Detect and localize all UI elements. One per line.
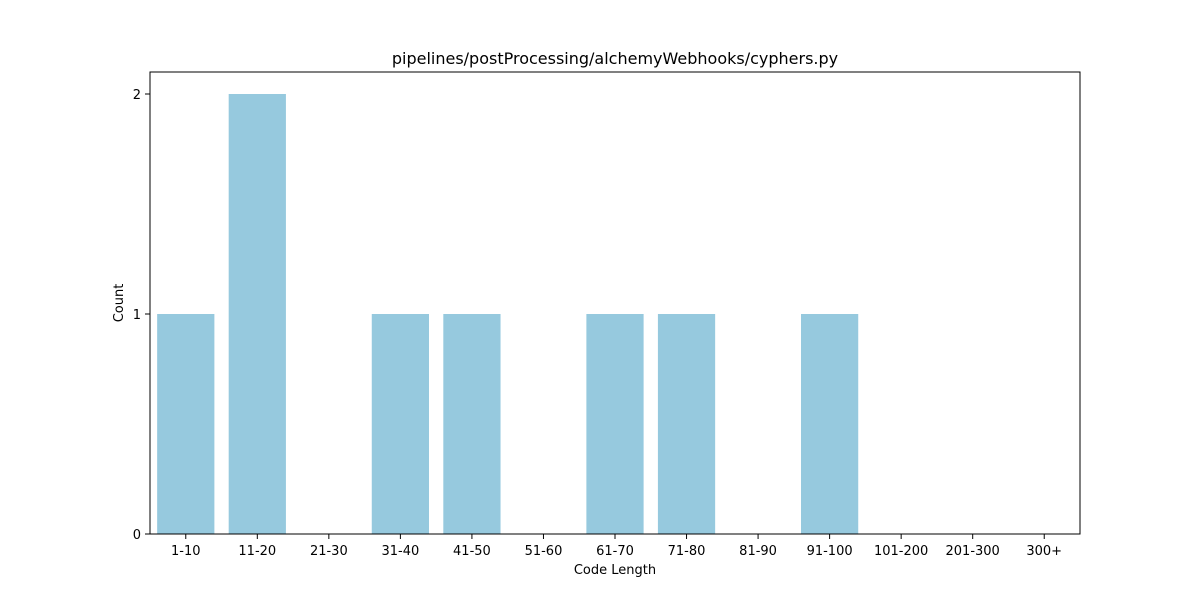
x-axis-ticks: 1-10 11-20 21-30 31-40 41-50 51-60 61-70 71-80 8… <box>171 534 1062 559</box>
x-tick-label: 91-100 <box>807 544 853 559</box>
bar-91-100 <box>801 314 859 534</box>
y-axis-label: Count <box>112 284 127 323</box>
x-tick-label: 81-90 <box>739 544 777 559</box>
x-tick-label: 101-200 <box>874 544 928 559</box>
y-tick-label: 1 <box>133 308 141 323</box>
x-tick-label: 1-10 <box>171 544 201 559</box>
x-tick-label: 21-30 <box>310 544 348 559</box>
x-tick-label: 51-60 <box>525 544 563 559</box>
x-axis-label: Code Length <box>574 563 656 578</box>
x-tick-label: 61-70 <box>596 544 634 559</box>
bar-61-70 <box>586 314 644 534</box>
y-axis-ticks: 0 1 2 <box>133 88 150 543</box>
x-tick-label: 201-300 <box>946 544 1000 559</box>
plot-frame <box>149 71 1081 535</box>
x-tick-label: 71-80 <box>668 544 706 559</box>
bar-71-80 <box>657 314 716 534</box>
x-tick-label: 11-20 <box>238 544 276 559</box>
y-tick-label: 0 <box>133 528 141 543</box>
bars-group <box>157 94 859 534</box>
x-tick-label: 31-40 <box>381 544 419 559</box>
chart-title: pipelines/postProcessing/alchemyWebhooks… <box>392 49 838 68</box>
y-tick-label: 2 <box>133 88 141 103</box>
bar-1-10 <box>157 314 215 534</box>
x-tick-label: 300+ <box>1026 544 1062 559</box>
bar-31-40 <box>371 314 429 534</box>
bar-41-50 <box>443 314 501 534</box>
x-tick-label: 41-50 <box>453 544 491 559</box>
bar-11-20 <box>228 94 286 534</box>
